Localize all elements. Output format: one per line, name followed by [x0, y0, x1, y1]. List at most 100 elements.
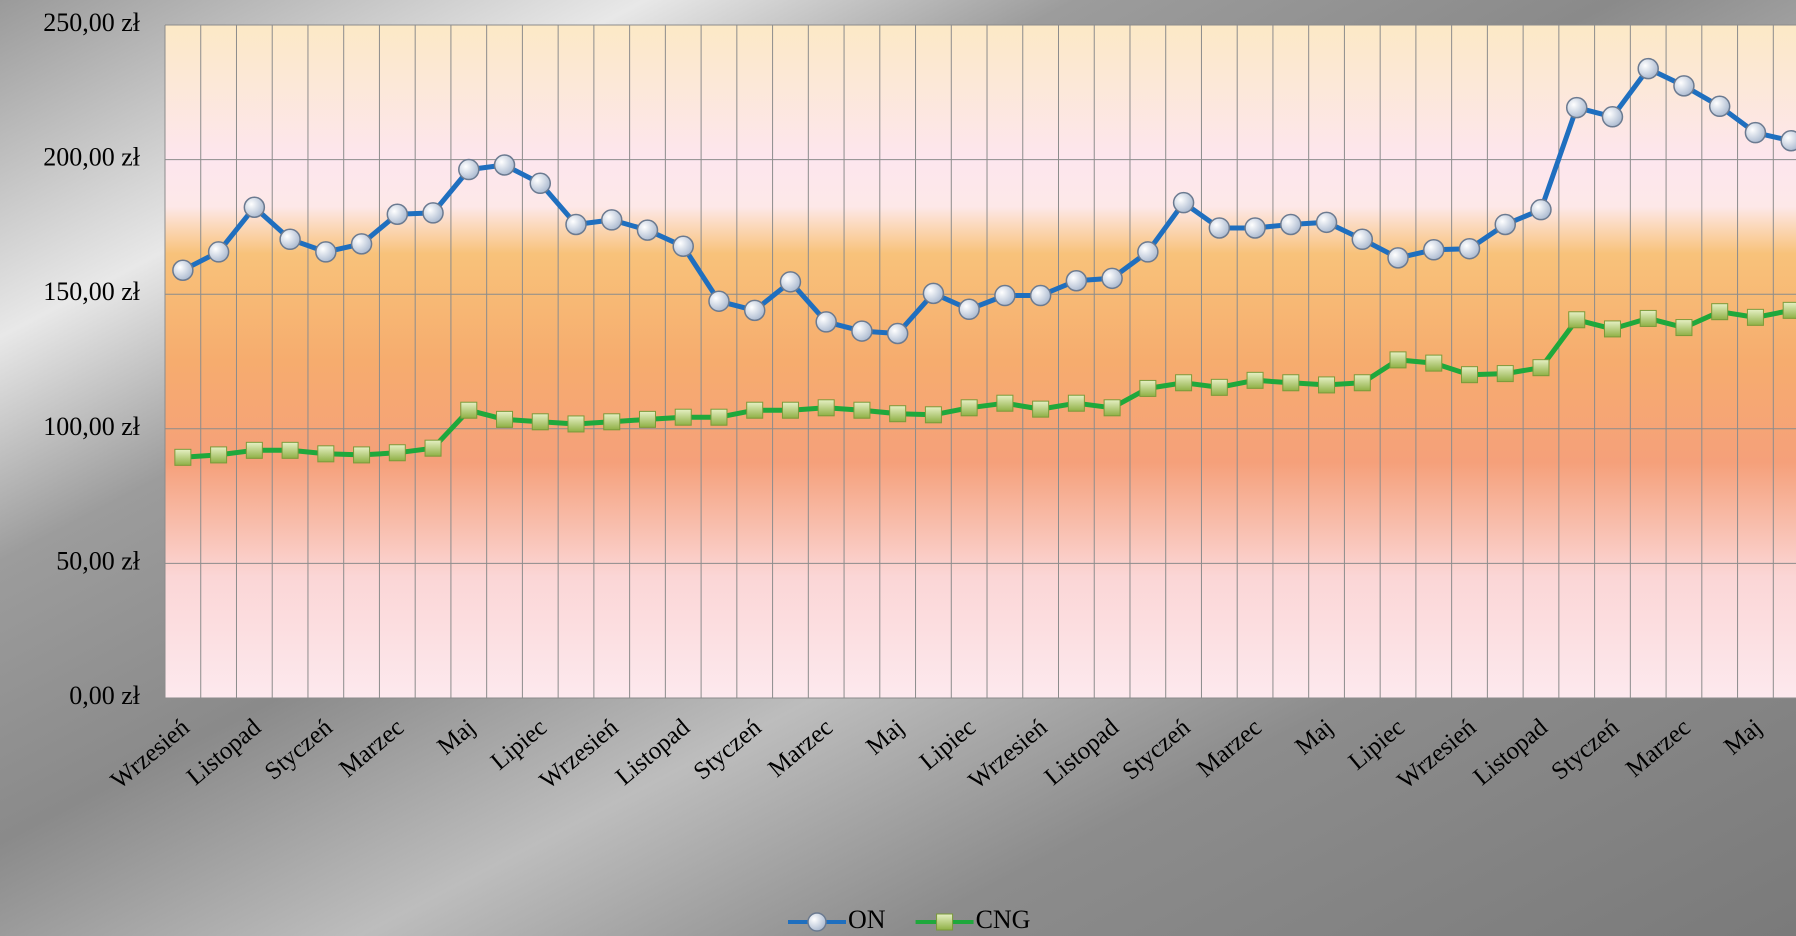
- y-tick-label: 0,00 zł: [69, 681, 141, 710]
- marker: [636, 219, 659, 241]
- marker: [1101, 267, 1123, 290]
- marker: [1065, 269, 1088, 292]
- marker: [994, 284, 1016, 307]
- marker: [281, 441, 299, 459]
- marker: [638, 410, 656, 428]
- marker: [1353, 374, 1371, 392]
- legend: ON CNG: [788, 905, 1030, 934]
- marker: [422, 202, 444, 224]
- marker: [1423, 239, 1445, 261]
- marker: [1530, 198, 1552, 221]
- marker: [1387, 247, 1409, 269]
- marker: [815, 311, 837, 333]
- marker: [565, 213, 587, 236]
- marker: [743, 299, 766, 322]
- marker: [458, 158, 480, 181]
- marker: [529, 172, 552, 195]
- marker: [710, 408, 728, 426]
- marker: [674, 408, 692, 426]
- marker: [1532, 359, 1550, 377]
- marker: [1208, 217, 1231, 239]
- marker: [1425, 354, 1443, 372]
- marker: [1711, 303, 1729, 321]
- marker: [174, 448, 192, 466]
- marker: [460, 401, 478, 419]
- marker: [1782, 301, 1796, 319]
- marker: [1746, 308, 1764, 326]
- marker: [889, 405, 907, 423]
- marker: [779, 271, 802, 293]
- y-tick-label: 100,00 zł: [43, 412, 141, 441]
- marker: [922, 282, 945, 305]
- marker: [353, 446, 371, 464]
- marker: [958, 298, 980, 321]
- marker: [1601, 106, 1624, 128]
- y-tick-label: 50,00 zł: [56, 546, 141, 575]
- marker: [1246, 371, 1264, 389]
- marker: [1675, 319, 1693, 337]
- plot-background: [165, 25, 1796, 698]
- marker: [1744, 121, 1767, 144]
- marker: [1461, 366, 1479, 384]
- marker: [210, 446, 228, 464]
- marker: [1175, 374, 1193, 392]
- legend-label: ON: [848, 905, 886, 934]
- legend-label: CNG: [976, 905, 1031, 934]
- marker: [1637, 57, 1659, 80]
- marker: [853, 401, 871, 419]
- marker: [1351, 228, 1374, 251]
- marker: [1103, 399, 1121, 417]
- marker: [603, 413, 621, 431]
- marker: [1496, 365, 1514, 383]
- y-tick-label: 250,00 zł: [43, 8, 141, 37]
- marker: [207, 241, 230, 263]
- marker: [1282, 374, 1300, 392]
- marker: [350, 233, 373, 255]
- marker: [1029, 284, 1052, 307]
- marker: [1458, 237, 1481, 260]
- marker: [1032, 400, 1050, 418]
- marker: [960, 399, 978, 417]
- marker: [1318, 376, 1336, 394]
- marker: [601, 209, 623, 231]
- marker: [493, 154, 516, 176]
- marker: [1565, 96, 1588, 119]
- marker: [708, 290, 730, 312]
- marker: [567, 415, 585, 433]
- marker: [1139, 379, 1157, 397]
- y-tick-label: 200,00 zł: [43, 143, 141, 172]
- plot-area: [164, 24, 1796, 699]
- marker: [1210, 378, 1228, 396]
- marker: [1639, 309, 1657, 327]
- legend-marker: [807, 912, 827, 932]
- marker: [1244, 217, 1266, 239]
- marker: [1315, 211, 1338, 234]
- marker: [746, 401, 764, 419]
- marker: [996, 394, 1014, 412]
- marker: [424, 439, 442, 457]
- marker: [531, 413, 549, 431]
- y-tick-label: 150,00 zł: [43, 277, 141, 306]
- marker: [672, 235, 694, 258]
- marker: [1280, 213, 1302, 236]
- marker: [1067, 394, 1085, 412]
- marker: [243, 196, 266, 218]
- marker: [496, 410, 514, 428]
- marker: [1389, 351, 1407, 369]
- marker: [781, 401, 799, 419]
- marker: [315, 241, 337, 263]
- marker: [817, 399, 835, 417]
- series-line: [181, 66, 1792, 336]
- marker: [1172, 191, 1195, 214]
- marker: [1673, 75, 1695, 97]
- marker: [1603, 320, 1621, 338]
- marker: [245, 441, 263, 459]
- marker: [317, 445, 335, 463]
- legend-marker: [936, 913, 954, 931]
- marker: [388, 444, 406, 462]
- marker: [1568, 311, 1586, 329]
- marker: [851, 320, 873, 342]
- marker: [279, 228, 301, 251]
- series-line: [182, 307, 1792, 460]
